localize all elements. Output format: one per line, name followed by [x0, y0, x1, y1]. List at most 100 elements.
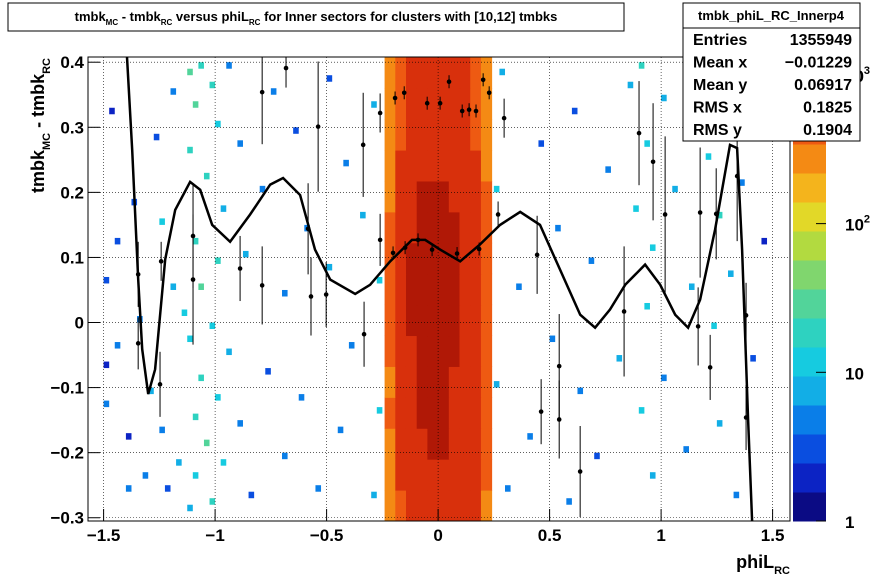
- palette-swatch: [793, 289, 826, 319]
- band-cell: [438, 397, 450, 429]
- band-cell: [448, 366, 461, 398]
- band-cell: [438, 88, 450, 120]
- profile-point: [323, 292, 329, 297]
- band-cell: [427, 366, 439, 398]
- profile-point: [454, 251, 460, 256]
- band-cell: [416, 304, 428, 337]
- band-cell: [459, 490, 471, 521]
- band-cell: [470, 490, 482, 521]
- band-cell: [438, 304, 450, 337]
- cell: [716, 420, 723, 427]
- band-cell: [459, 211, 471, 244]
- z-label-exponent: 2: [864, 214, 870, 226]
- profile-point: [360, 142, 366, 148]
- band-cell: [459, 180, 471, 213]
- palette-swatch: [793, 260, 826, 290]
- x-tick-label: 0: [433, 526, 442, 545]
- axes: −1.5 −1 −0.5 0 0.5 1 1.5 −0.3 −0.2 −0.1 0 0.1 0.2 0.3…: [50, 53, 791, 545]
- band-cell: [384, 335, 396, 367]
- profile-point: [556, 417, 562, 422]
- title-frame: [7, 2, 625, 32]
- profile-point: [283, 65, 289, 71]
- cell: [661, 374, 667, 382]
- profile-point: [486, 90, 492, 96]
- band-cell: [480, 150, 493, 182]
- band-cell: [459, 57, 471, 89]
- profile-point: [650, 159, 656, 165]
- band-cell: [395, 366, 407, 398]
- profile-point: [707, 365, 713, 370]
- stats-key: Entries: [693, 32, 747, 49]
- cell: [242, 250, 249, 258]
- chart-title: tmbkMC - tmbkRC versus phiLRC for Inner …: [75, 9, 558, 27]
- cell: [125, 433, 132, 440]
- palette-swatch: [793, 202, 826, 232]
- palette-swatch: [793, 173, 826, 203]
- cell: [265, 368, 271, 375]
- band-cell: [416, 459, 428, 491]
- cell: [594, 452, 600, 460]
- band-cell: [480, 273, 493, 306]
- title-part: versus phiL: [172, 9, 249, 24]
- band-cell: [470, 397, 482, 429]
- band-cell: [384, 57, 396, 89]
- plot-frame: [87, 56, 791, 522]
- band-cell: [448, 490, 461, 521]
- band-cell: [395, 428, 407, 460]
- cell: [209, 498, 216, 505]
- profile-point: [392, 95, 398, 101]
- band-cell: [480, 88, 493, 120]
- band-cell: [448, 211, 461, 244]
- cell: [215, 120, 221, 128]
- band-cell: [427, 242, 439, 275]
- band-cell: [448, 397, 461, 429]
- band-cell: [448, 180, 461, 213]
- cell: [493, 381, 500, 388]
- x-tick-label: −0.5: [310, 526, 344, 545]
- profile-point: [534, 252, 540, 258]
- y-tick-label: 0.1: [60, 248, 84, 267]
- band-cell: [427, 180, 439, 213]
- cell: [192, 101, 199, 108]
- profile-point: [621, 309, 627, 314]
- band-cell: [470, 428, 482, 460]
- cell: [750, 355, 756, 362]
- cell: [627, 81, 634, 89]
- band-cell: [480, 459, 493, 491]
- cell: [192, 472, 199, 479]
- band-cell: [427, 119, 439, 151]
- title-sub: MC: [106, 18, 119, 27]
- band-cell: [384, 304, 396, 337]
- band-cell: [459, 150, 471, 182]
- profile-point: [480, 77, 486, 83]
- cell: [343, 159, 349, 167]
- band-cell: [427, 88, 439, 120]
- band-cell: [416, 242, 428, 275]
- profile-point: [476, 246, 482, 252]
- band-cell: [438, 57, 450, 89]
- band-cell: [427, 459, 439, 491]
- cell: [605, 166, 611, 173]
- cell: [716, 211, 723, 219]
- band-cell: [470, 366, 482, 398]
- cell: [220, 205, 227, 212]
- cell: [159, 218, 165, 225]
- band-cell: [405, 150, 418, 182]
- cell: [672, 185, 678, 193]
- cell: [348, 342, 355, 349]
- band-cell: [459, 119, 471, 151]
- band-cell: [416, 490, 428, 521]
- band-cell: [480, 211, 493, 244]
- profile-point: [135, 341, 141, 346]
- cell: [298, 394, 305, 401]
- cell: [571, 107, 578, 115]
- title-sub: RC: [161, 18, 173, 27]
- band-cell: [470, 57, 482, 89]
- x-tick-label: 0.5: [538, 526, 562, 545]
- band-cell: [438, 180, 450, 213]
- band-cell: [405, 304, 418, 337]
- profile-point: [308, 294, 314, 299]
- stats-title: tmbk_phiL_RC_Innerp4: [698, 8, 845, 23]
- cell: [203, 172, 210, 180]
- band-cell: [427, 211, 439, 244]
